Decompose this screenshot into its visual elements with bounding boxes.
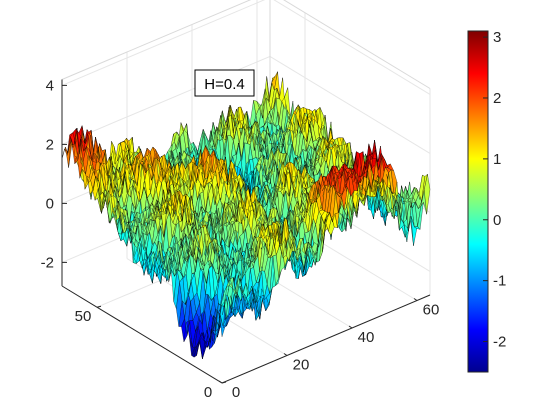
colorbar-tick-label: 0 xyxy=(493,212,501,229)
x-tick-label: 60 xyxy=(423,302,440,319)
colorbar: -2 -1 0 1 2 3 xyxy=(467,29,506,373)
colorbar-tick-label: -2 xyxy=(493,334,506,351)
z-axis-ticks: -2 0 2 4 xyxy=(41,77,67,271)
colorbar-tick-label: 3 xyxy=(493,29,501,46)
colorbar-tick-label: 2 xyxy=(493,90,501,107)
annotation-text: H=0.4 xyxy=(204,76,244,93)
y-tick-label: 50 xyxy=(75,308,92,325)
x-tick-label: 0 xyxy=(232,384,240,401)
z-tick-label: 2 xyxy=(46,136,54,153)
colorbar-ticks: -2 -1 0 1 2 3 xyxy=(483,29,506,351)
x-tick-label: 40 xyxy=(358,329,375,346)
colorbar-tick-label: -1 xyxy=(493,273,506,290)
z-tick-label: 0 xyxy=(46,195,54,212)
annotation-box: H=0.4 xyxy=(194,69,255,97)
y-axis-ticks: 0 50 xyxy=(75,305,227,401)
y-tick-label: 0 xyxy=(204,384,212,401)
z-tick-label: 4 xyxy=(46,77,54,94)
x-axis-ticks: 0 20 40 60 xyxy=(218,298,440,401)
axes-lines xyxy=(61,79,431,384)
surface-plot xyxy=(61,71,431,359)
z-tick-label: -2 xyxy=(41,254,54,271)
x-tick-label: 20 xyxy=(293,357,310,374)
surface-facet xyxy=(424,174,431,215)
colorbar-gradient xyxy=(467,30,489,373)
colorbar-tick-label: 1 xyxy=(493,151,501,168)
